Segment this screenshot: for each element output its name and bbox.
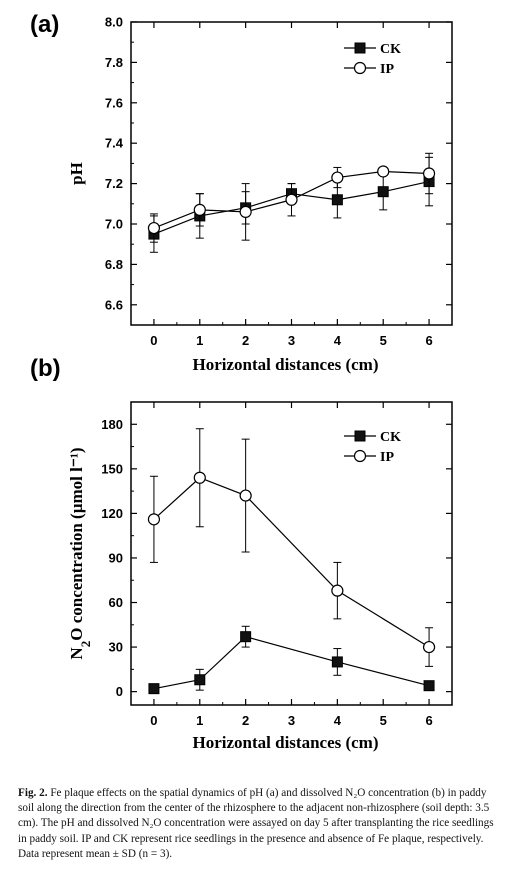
y-tick-label: 120	[101, 506, 123, 521]
x-tick-label: 1	[196, 333, 203, 348]
panel-label: (a)	[30, 11, 59, 38]
data-point-ck	[148, 683, 160, 695]
y-tick-label: 60	[109, 595, 123, 610]
plot-frame	[130, 401, 453, 706]
y-axis-title: N2O concentration (µmol l⁻¹)	[67, 447, 93, 659]
y-title-subscript: 2	[78, 641, 93, 648]
legend-label-ck: CK	[380, 430, 401, 445]
caption-text: Fe plaque effects on the spatial dynamic…	[18, 787, 494, 860]
y-tick-label: 7.4	[105, 136, 124, 151]
chart-panel-a: (a) 0 1 2 3 4 5 6 6.6 6.8 7.0 7.2 7.4 7.6 7.8 8.0 Horizo…	[30, 11, 453, 374]
y-tick-label: 180	[101, 417, 123, 432]
x-tick-label: 0	[150, 333, 157, 348]
data-point-ck	[331, 194, 343, 206]
y-title-rest: O concentration (µmol l⁻¹)	[67, 447, 86, 640]
y-tick-label: 7.2	[105, 176, 123, 191]
x-tick-label: 5	[380, 713, 387, 728]
y-title-n: N	[67, 647, 86, 660]
x-tick-label: 2	[242, 333, 249, 348]
figure-caption: Fig. 2. Fe plaque effects on the spatial…	[18, 786, 502, 862]
y-tick-label: 7.6	[105, 95, 123, 110]
y-tick-label: 150	[101, 461, 123, 476]
x-axis-title: Horizontal distances (cm)	[192, 355, 378, 374]
data-point-ip	[147, 221, 161, 235]
legend-label-ip: IP	[380, 62, 394, 77]
legend-marker-ck	[354, 430, 366, 442]
x-tick-label: 4	[334, 333, 342, 348]
data-point-ip	[239, 489, 252, 502]
data-point-ip	[422, 640, 436, 654]
legend-marker-ip	[353, 61, 367, 75]
data-point-ip	[422, 167, 436, 180]
data-point-ip	[193, 203, 206, 216]
data-point-ip	[331, 171, 344, 184]
figure-svg: (a) 0 1 2 3 4 5 6 6.6 6.8 7.0 7.2 7.4 7.6 7.8 8.0 Horizo…	[30, 11, 453, 752]
y-tick-label: 30	[109, 640, 123, 655]
data-point-ck	[194, 674, 206, 686]
data-point-ip	[377, 165, 390, 178]
data-point-ip	[193, 471, 206, 484]
y-tick-label: 8.0	[105, 15, 123, 30]
data-point-ip	[285, 193, 298, 206]
y-tick-label: 6.8	[105, 257, 123, 272]
x-tick-label: 3	[288, 333, 295, 348]
x-tick-label: 3	[288, 713, 295, 728]
data-point-ck	[240, 631, 252, 643]
x-axis-title: Horizontal distances (cm)	[192, 733, 378, 752]
x-tick-label: 6	[425, 713, 432, 728]
data-point-ip	[147, 513, 161, 526]
y-tick-label: 0	[116, 684, 123, 699]
y-axis-title: pH	[67, 162, 86, 185]
x-tick-label: 0	[150, 713, 157, 728]
panel-label: (b)	[30, 355, 61, 382]
data-point-ck	[331, 656, 343, 668]
y-tick-label: 90	[109, 550, 123, 565]
x-tick-label: 4	[334, 713, 342, 728]
data-point-ck	[377, 186, 389, 198]
y-tick-label: 6.6	[105, 297, 123, 312]
y-tick-label: 7.0	[105, 217, 123, 232]
data-point-ck	[423, 680, 435, 692]
legend-marker-ck	[354, 42, 366, 54]
legend-marker-ip	[353, 449, 367, 463]
data-point-ip	[331, 584, 344, 597]
legend-label-ck: CK	[380, 42, 401, 57]
data-point-ip	[239, 205, 252, 218]
y-tick-label: 7.8	[105, 55, 123, 70]
x-tick-label: 2	[242, 713, 249, 728]
legend-label-ip: IP	[380, 450, 394, 465]
caption-label: Fig. 2.	[18, 787, 48, 799]
x-tick-label: 1	[196, 713, 203, 728]
series-line-ip	[153, 477, 430, 648]
x-tick-label: 6	[425, 333, 432, 348]
plot-frame	[130, 21, 453, 326]
x-tick-label: 5	[380, 333, 387, 348]
